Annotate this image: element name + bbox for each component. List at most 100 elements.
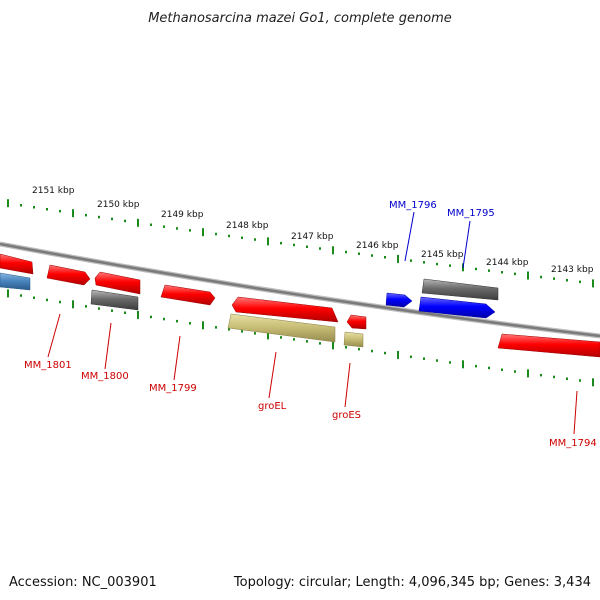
ruler-bottom-minor-tick	[566, 377, 568, 380]
ruler-bottom-minor-tick	[410, 355, 412, 359]
ruler-top-minor-tick	[280, 241, 282, 245]
ruler-top-minor-tick	[150, 223, 152, 226]
ruler-top-minor-tick	[163, 225, 165, 228]
gene-label-groes[interactable]: groES	[332, 410, 361, 421]
callout-line-mm1801	[47, 313, 61, 358]
ruler-bottom-minor-tick	[358, 347, 360, 351]
ruler-bottom-minor-tick	[540, 373, 542, 377]
gene-block-grey-1[interactable]	[90, 289, 139, 311]
ruler-bottom-minor-tick	[280, 336, 282, 339]
map-title: Methanosarcina mazei Go1, complete genom…	[148, 11, 452, 26]
ruler-top-minor-tick	[59, 209, 61, 213]
gene-block-olive-groes[interactable]	[343, 331, 364, 348]
ruler-bottom-minor-tick	[384, 351, 386, 355]
ruler-top-minor-tick	[293, 243, 295, 247]
genome-summary-text: Topology: circular; Length: 4,096,345 bp…	[233, 575, 591, 590]
ruler-label-2143: 2143 kbp	[551, 265, 594, 275]
ruler-bottom-minor-tick	[228, 328, 230, 331]
ruler-bottom-minor-tick	[98, 307, 100, 310]
callout-line-mm1795	[462, 220, 471, 269]
gene-arrow-mm1796[interactable]	[385, 292, 413, 308]
ruler-bottom-minor-tick	[189, 322, 191, 325]
gene-block-olive-groel[interactable]	[227, 313, 336, 343]
gene-arrow-groes[interactable]	[346, 314, 367, 330]
gene-label-mm1796[interactable]: MM_1796	[389, 200, 437, 211]
ruler-top-minor-tick	[176, 227, 178, 230]
ruler-bottom-major-tick	[592, 378, 594, 387]
gene-arrow-mm1794[interactable]	[497, 333, 600, 358]
ruler-top-major-tick	[397, 254, 399, 263]
ruler-top-minor-tick	[488, 269, 490, 272]
ruler-top-minor-tick	[436, 262, 438, 266]
ruler-top-minor-tick	[33, 206, 35, 209]
gene-label-mm1801[interactable]: MM_1801	[24, 360, 72, 371]
ruler-top-minor-tick	[319, 247, 321, 250]
gene-label-groel[interactable]: groEL	[258, 401, 287, 412]
ruler-bottom-minor-tick	[46, 298, 48, 302]
ruler-top-minor-tick	[384, 256, 386, 259]
ruler-bottom-minor-tick	[111, 309, 113, 312]
gene-arrow-mm1801[interactable]	[46, 264, 91, 286]
gene-label-mm1795[interactable]: MM_1795	[447, 208, 495, 219]
ruler-bottom-minor-tick	[20, 294, 22, 297]
ruler-top-minor-tick	[540, 275, 542, 279]
ruler-bottom-minor-tick	[59, 300, 61, 304]
ruler-bottom-minor-tick	[215, 326, 217, 329]
ruler-bottom-major-tick	[267, 331, 269, 340]
gene-arrow-mm1799[interactable]	[160, 284, 216, 306]
ruler-bottom-minor-tick	[33, 296, 35, 299]
callout-line-mm1800	[104, 322, 112, 370]
ruler-top-minor-tick	[306, 245, 308, 248]
ruler-bottom-minor-tick	[436, 359, 438, 362]
ruler-top-major-tick	[137, 218, 139, 227]
gene-label-mm1799[interactable]: MM_1799	[149, 383, 197, 394]
ruler-top-minor-tick	[241, 236, 243, 239]
ruler-top-major-tick	[72, 209, 74, 218]
ruler-bottom-major-tick	[527, 369, 529, 378]
ruler-bottom-minor-tick	[124, 311, 126, 314]
ruler-label-2151: 2151 kbp	[32, 186, 75, 196]
ruler-labels: 2151 kbp 2150 kbp 2149 kbp 2148 kbp 2147…	[32, 186, 594, 275]
ruler-top-minor-tick	[85, 213, 87, 217]
gene-block-steel[interactable]	[0, 272, 31, 291]
chromosome-backbone-core	[0, 242, 600, 338]
gene-label-mm1800[interactable]: MM_1800	[81, 371, 129, 382]
ruler-bottom-major-tick	[72, 300, 74, 309]
gene-arrow-mm1795[interactable]	[418, 296, 496, 319]
ruler-label-2146: 2146 kbp	[356, 241, 399, 251]
ruler-bottom-minor-tick	[579, 379, 581, 382]
ruler-top-major-tick	[592, 279, 594, 288]
ruler-label-2149: 2149 kbp	[161, 210, 204, 220]
ruler-top-minor-tick	[111, 217, 113, 221]
gene-arrow-mm1800[interactable]	[94, 271, 141, 295]
callout-line-groes	[344, 362, 351, 408]
gene-label-mm1794[interactable]: MM_1794	[549, 438, 597, 449]
ruler-bottom-minor-tick	[423, 357, 425, 360]
ruler-top-minor-tick	[228, 234, 230, 238]
gene-block-grey-2[interactable]	[421, 278, 499, 301]
ruler-bottom-major-tick	[332, 341, 334, 350]
ruler-top-minor-tick	[124, 219, 126, 223]
ruler-top	[7, 199, 594, 288]
ruler-bottom-minor-tick	[85, 305, 87, 308]
ruler-label-2148: 2148 kbp	[226, 221, 269, 231]
ruler-top-minor-tick	[566, 279, 568, 282]
ruler-bottom-minor-tick	[371, 349, 373, 353]
ruler-bottom	[7, 289, 594, 387]
gene-labels: MM_1801 MM_1800 MM_1799 groEL groES MM_1…	[24, 200, 597, 449]
ruler-top-minor-tick	[20, 204, 22, 207]
ruler-bottom-minor-tick	[150, 315, 152, 319]
callout-line-mm1796	[404, 211, 415, 262]
ruler-bottom-major-tick	[462, 360, 464, 369]
ruler-top-minor-tick	[410, 259, 412, 262]
ruler-top-minor-tick	[189, 229, 191, 232]
gene-arrow-groel[interactable]	[231, 296, 339, 323]
gene-arrow-left-edge[interactable]	[0, 253, 34, 275]
ruler-bottom-major-tick	[137, 310, 139, 319]
ruler-top-minor-tick	[475, 267, 477, 271]
ruler-bottom-minor-tick	[176, 319, 178, 323]
ruler-bottom-major-tick	[7, 289, 9, 298]
ruler-top-major-tick	[267, 237, 269, 246]
ruler-top-minor-tick	[254, 238, 256, 241]
